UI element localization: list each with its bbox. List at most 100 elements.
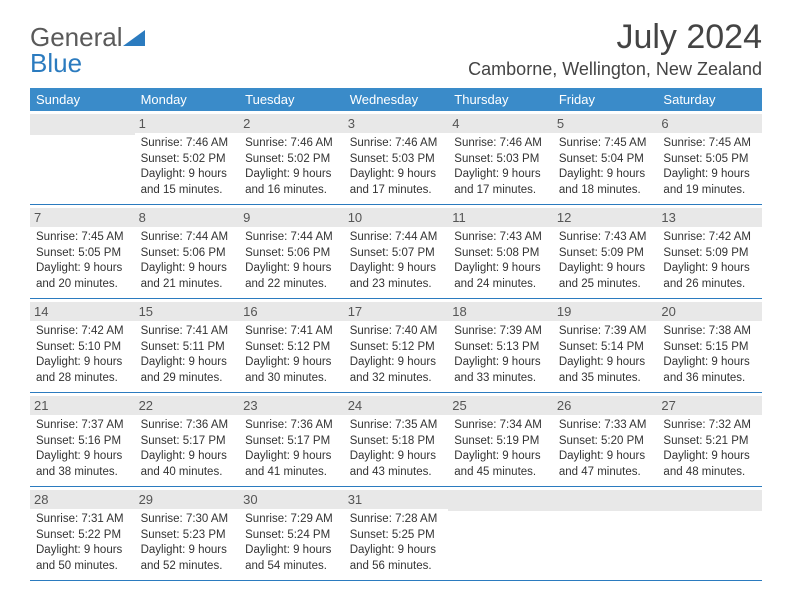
day-number: 2 (239, 114, 344, 133)
sunset-line: Sunset: 5:12 PM (245, 340, 338, 356)
daylight-line: Daylight: 9 hours and 30 minutes. (245, 355, 338, 386)
sunrise-line: Sunrise: 7:46 AM (454, 136, 547, 152)
logo-word-blue: Blue (30, 48, 82, 78)
daylight-line: Daylight: 9 hours and 26 minutes. (663, 261, 756, 292)
day-number: 9 (239, 208, 344, 227)
day-cell: 13Sunrise: 7:42 AMSunset: 5:09 PMDayligh… (657, 205, 762, 298)
day-cell: 27Sunrise: 7:32 AMSunset: 5:21 PMDayligh… (657, 393, 762, 486)
day-cell: 22Sunrise: 7:36 AMSunset: 5:17 PMDayligh… (135, 393, 240, 486)
day-cell: 15Sunrise: 7:41 AMSunset: 5:11 PMDayligh… (135, 299, 240, 392)
day-cell: 11Sunrise: 7:43 AMSunset: 5:08 PMDayligh… (448, 205, 553, 298)
day-number: 31 (344, 490, 449, 509)
sunset-line: Sunset: 5:02 PM (141, 152, 234, 168)
daylight-line: Daylight: 9 hours and 17 minutes. (454, 167, 547, 198)
sunrise-line: Sunrise: 7:29 AM (245, 512, 338, 528)
day-header: Saturday (657, 88, 762, 111)
logo-triangle-icon (123, 24, 145, 50)
sunrise-line: Sunrise: 7:42 AM (663, 230, 756, 246)
sunrise-line: Sunrise: 7:37 AM (36, 418, 129, 434)
daylight-line: Daylight: 9 hours and 54 minutes. (245, 543, 338, 574)
day-cell: 5Sunrise: 7:45 AMSunset: 5:04 PMDaylight… (553, 111, 658, 204)
day-cell: 16Sunrise: 7:41 AMSunset: 5:12 PMDayligh… (239, 299, 344, 392)
sunrise-line: Sunrise: 7:41 AM (141, 324, 234, 340)
daylight-line: Daylight: 9 hours and 28 minutes. (36, 355, 129, 386)
day-number: 24 (344, 396, 449, 415)
daylight-line: Daylight: 9 hours and 35 minutes. (559, 355, 652, 386)
day-number: 18 (448, 302, 553, 321)
location: Camborne, Wellington, New Zealand (468, 59, 762, 80)
sunrise-line: Sunrise: 7:46 AM (245, 136, 338, 152)
blank-day (553, 490, 658, 511)
sunrise-line: Sunrise: 7:45 AM (36, 230, 129, 246)
day-cell: 29Sunrise: 7:30 AMSunset: 5:23 PMDayligh… (135, 487, 240, 580)
daylight-line: Daylight: 9 hours and 50 minutes. (36, 543, 129, 574)
daylight-line: Daylight: 9 hours and 17 minutes. (350, 167, 443, 198)
sunset-line: Sunset: 5:10 PM (36, 340, 129, 356)
sunset-line: Sunset: 5:05 PM (36, 246, 129, 262)
week-row: 14Sunrise: 7:42 AMSunset: 5:10 PMDayligh… (30, 299, 762, 393)
daylight-line: Daylight: 9 hours and 19 minutes. (663, 167, 756, 198)
day-cell: 25Sunrise: 7:34 AMSunset: 5:19 PMDayligh… (448, 393, 553, 486)
sunset-line: Sunset: 5:25 PM (350, 528, 443, 544)
sunset-line: Sunset: 5:20 PM (559, 434, 652, 450)
sunset-line: Sunset: 5:17 PM (141, 434, 234, 450)
day-cell: 7Sunrise: 7:45 AMSunset: 5:05 PMDaylight… (30, 205, 135, 298)
daylight-line: Daylight: 9 hours and 25 minutes. (559, 261, 652, 292)
day-cell: 8Sunrise: 7:44 AMSunset: 5:06 PMDaylight… (135, 205, 240, 298)
daylight-line: Daylight: 9 hours and 22 minutes. (245, 261, 338, 292)
day-header: Monday (135, 88, 240, 111)
month-title: July 2024 (468, 18, 762, 57)
sunrise-line: Sunrise: 7:30 AM (141, 512, 234, 528)
day-number: 16 (239, 302, 344, 321)
day-number: 28 (30, 490, 135, 509)
sunrise-line: Sunrise: 7:38 AM (663, 324, 756, 340)
sunrise-line: Sunrise: 7:36 AM (245, 418, 338, 434)
daylight-line: Daylight: 9 hours and 36 minutes. (663, 355, 756, 386)
day-cell: 12Sunrise: 7:43 AMSunset: 5:09 PMDayligh… (553, 205, 658, 298)
logo-text: General Blue (30, 24, 145, 76)
day-cell: 26Sunrise: 7:33 AMSunset: 5:20 PMDayligh… (553, 393, 658, 486)
blank-day (30, 114, 135, 135)
daylight-line: Daylight: 9 hours and 47 minutes. (559, 449, 652, 480)
day-number: 7 (30, 208, 135, 227)
day-cell: 19Sunrise: 7:39 AMSunset: 5:14 PMDayligh… (553, 299, 658, 392)
daylight-line: Daylight: 9 hours and 38 minutes. (36, 449, 129, 480)
day-number: 6 (657, 114, 762, 133)
sunrise-line: Sunrise: 7:31 AM (36, 512, 129, 528)
daylight-line: Daylight: 9 hours and 40 minutes. (141, 449, 234, 480)
day-cell: 17Sunrise: 7:40 AMSunset: 5:12 PMDayligh… (344, 299, 449, 392)
day-cell: 18Sunrise: 7:39 AMSunset: 5:13 PMDayligh… (448, 299, 553, 392)
day-header: Wednesday (344, 88, 449, 111)
sunset-line: Sunset: 5:12 PM (350, 340, 443, 356)
day-number: 19 (553, 302, 658, 321)
sunset-line: Sunset: 5:15 PM (663, 340, 756, 356)
daylight-line: Daylight: 9 hours and 45 minutes. (454, 449, 547, 480)
daylight-line: Daylight: 9 hours and 18 minutes. (559, 167, 652, 198)
day-cell (30, 111, 135, 204)
daylight-line: Daylight: 9 hours and 56 minutes. (350, 543, 443, 574)
sunset-line: Sunset: 5:06 PM (245, 246, 338, 262)
day-cell: 6Sunrise: 7:45 AMSunset: 5:05 PMDaylight… (657, 111, 762, 204)
week-row: 28Sunrise: 7:31 AMSunset: 5:22 PMDayligh… (30, 487, 762, 581)
day-header: Sunday (30, 88, 135, 111)
day-number: 11 (448, 208, 553, 227)
day-number: 25 (448, 396, 553, 415)
daylight-line: Daylight: 9 hours and 16 minutes. (245, 167, 338, 198)
sunrise-line: Sunrise: 7:39 AM (559, 324, 652, 340)
sunset-line: Sunset: 5:18 PM (350, 434, 443, 450)
sunset-line: Sunset: 5:11 PM (141, 340, 234, 356)
sunrise-line: Sunrise: 7:45 AM (663, 136, 756, 152)
blank-day (448, 490, 553, 511)
day-number: 21 (30, 396, 135, 415)
day-cell: 2Sunrise: 7:46 AMSunset: 5:02 PMDaylight… (239, 111, 344, 204)
day-number: 12 (553, 208, 658, 227)
day-header: Thursday (448, 88, 553, 111)
daylight-line: Daylight: 9 hours and 48 minutes. (663, 449, 756, 480)
day-cell: 3Sunrise: 7:46 AMSunset: 5:03 PMDaylight… (344, 111, 449, 204)
sunset-line: Sunset: 5:13 PM (454, 340, 547, 356)
sunrise-line: Sunrise: 7:46 AM (350, 136, 443, 152)
sunrise-line: Sunrise: 7:43 AM (454, 230, 547, 246)
daylight-line: Daylight: 9 hours and 23 minutes. (350, 261, 443, 292)
day-cell: 23Sunrise: 7:36 AMSunset: 5:17 PMDayligh… (239, 393, 344, 486)
day-number: 5 (553, 114, 658, 133)
